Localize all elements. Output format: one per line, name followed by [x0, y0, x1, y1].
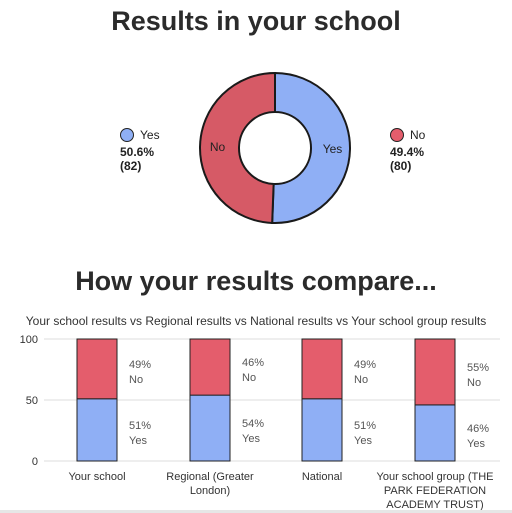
bar-yes-label: Yes	[242, 433, 260, 445]
x-tick-label: London)	[190, 485, 230, 497]
legend-yes-pct: 50.6%	[120, 145, 155, 159]
legend-yes: Yes 50.6% (82)	[120, 128, 160, 173]
donut-slice-no	[199, 71, 276, 224]
bar-yes	[189, 394, 231, 462]
x-tick-label: ACADEMY TRUST)	[386, 499, 483, 511]
x-tick-label: National	[302, 471, 342, 483]
bar-yes-pct: 46%	[467, 423, 489, 435]
y-tick-label: 50	[26, 395, 38, 407]
bar-yes	[301, 398, 343, 462]
bar-no	[76, 338, 118, 400]
compare-subtitle: Your school results vs Regional results …	[25, 314, 487, 328]
bar-no-pct: 49%	[354, 359, 376, 371]
x-tick-label: PARK FEDERATION	[384, 485, 486, 497]
legend-no-pct: 49.4%	[390, 145, 425, 159]
x-tick-label: Your school	[68, 471, 125, 483]
donut-label-yes: Yes	[323, 142, 343, 156]
bar-yes-label: Yes	[467, 438, 485, 450]
legend-no-swatch	[390, 128, 404, 142]
legend-yes-swatch	[120, 128, 134, 142]
bar-yes	[76, 398, 118, 462]
bar-yes-pct: 51%	[129, 420, 151, 432]
x-tick-label: Regional (Greater	[166, 471, 254, 483]
x-tick-label: Your school group (THE	[377, 471, 494, 483]
legend-yes-label: Yes	[140, 128, 160, 142]
bar-yes	[414, 404, 456, 462]
legend-yes-count: (82)	[120, 159, 142, 173]
bar-yes-label: Yes	[354, 435, 372, 447]
y-tick-label: 0	[32, 456, 38, 468]
bar-no	[301, 338, 343, 400]
bar-yes-label: Yes	[129, 435, 147, 447]
bar-no-pct: 46%	[242, 357, 264, 369]
bar-no-label: No	[129, 374, 143, 386]
y-tick-label: 100	[20, 334, 38, 346]
legend-no-count: (80)	[390, 159, 412, 173]
donut-slice-yes	[271, 71, 351, 224]
bar-yes-pct: 51%	[354, 420, 376, 432]
bar-yes-pct: 54%	[242, 418, 264, 430]
bar-no	[189, 338, 231, 396]
donut-label-no: No	[210, 140, 226, 154]
bar-no-pct: 49%	[129, 359, 151, 371]
bar-no	[414, 338, 456, 406]
bar-no-pct: 55%	[467, 362, 489, 374]
page-title: Results in your school	[111, 6, 401, 36]
legend-no-label: No	[410, 128, 426, 142]
legend-no: No 49.4% (80)	[390, 128, 425, 173]
bar-no-label: No	[242, 372, 256, 384]
bar-no-label: No	[354, 374, 368, 386]
bar-no-label: No	[467, 377, 481, 389]
compare-title: How your results compare...	[75, 266, 437, 296]
bottom-divider	[0, 510, 512, 513]
